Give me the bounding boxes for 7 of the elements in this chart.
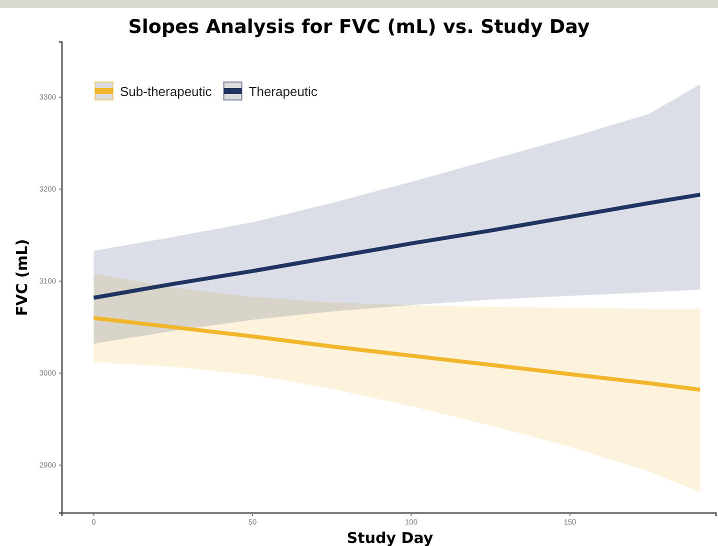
legend-label: Therapeutic	[248, 84, 318, 99]
line-series	[92, 192, 702, 300]
chart-title: Slopes Analysis for FVC (mL) vs. Study Day	[128, 16, 590, 38]
y-axis-title: FVC (mL)	[13, 239, 31, 316]
x-axis-title: Study Day	[346, 529, 434, 546]
legend-label: Sub-therapeutic	[120, 84, 212, 99]
line-series	[92, 316, 702, 392]
